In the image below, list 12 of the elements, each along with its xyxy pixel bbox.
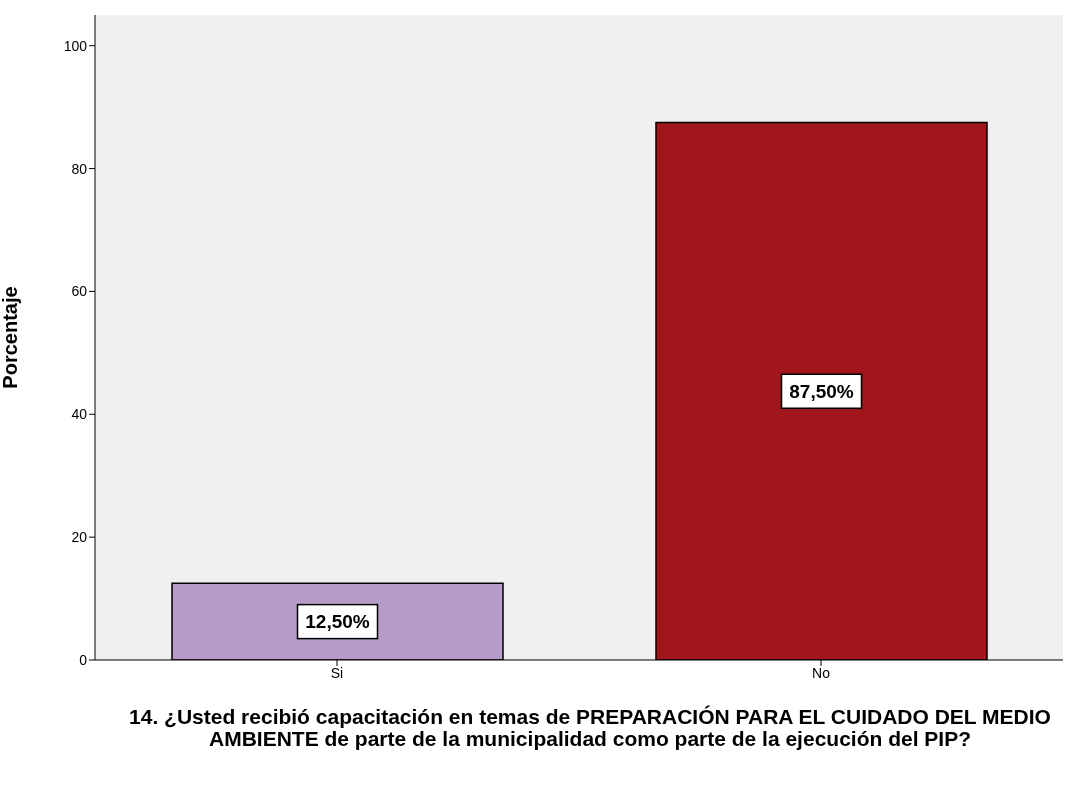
y-axis-title: Porcentaje bbox=[0, 286, 22, 389]
y-tick-label: 60 bbox=[71, 283, 88, 300]
x-axis-title: 14. ¿Usted recibió capacitación en temas de PREPARACIÓN PARA EL CUIDADO DEL MEDIO AMBIENTE de parte de la municipalidad como parte de la ejecución del PIP? bbox=[128, 705, 1052, 750]
data-label: 12,50% bbox=[305, 611, 370, 633]
data-label: 87,50% bbox=[789, 380, 854, 402]
y-tick-label: 0 bbox=[79, 651, 88, 668]
y-tick-label: 100 bbox=[63, 37, 88, 54]
y-tick-label: 20 bbox=[71, 529, 88, 546]
x-tick-label: Si bbox=[330, 664, 344, 681]
y-tick-label: 80 bbox=[71, 160, 88, 177]
y-tick-label: 40 bbox=[71, 406, 88, 423]
x-tick-label: No bbox=[812, 664, 831, 681]
